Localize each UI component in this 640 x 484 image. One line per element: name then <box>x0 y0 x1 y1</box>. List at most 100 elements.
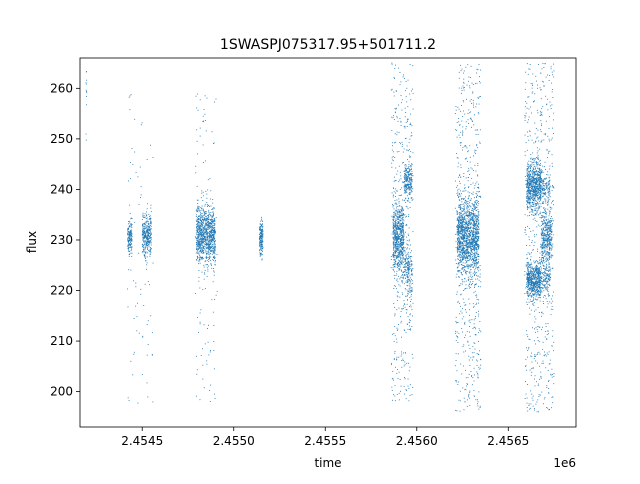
data-point <box>400 260 402 262</box>
data-point <box>528 182 530 184</box>
data-point <box>197 236 199 238</box>
data-point <box>475 234 477 236</box>
data-point <box>471 251 473 253</box>
data-point <box>465 213 467 215</box>
data-point <box>393 221 395 223</box>
data-point <box>535 196 536 198</box>
data-point <box>535 283 537 285</box>
data-point <box>394 266 396 268</box>
data-point <box>530 164 531 166</box>
data-point <box>144 226 146 228</box>
data-point <box>473 260 475 262</box>
data-point <box>460 190 461 192</box>
data-point <box>460 246 462 248</box>
data-point <box>201 228 203 230</box>
data-point <box>196 244 198 246</box>
data-point <box>475 226 477 228</box>
data-point <box>258 238 260 239</box>
data-point <box>476 262 478 264</box>
data-point <box>144 228 146 229</box>
data-point <box>538 190 540 192</box>
data-point <box>261 245 263 247</box>
data-point <box>395 192 396 194</box>
data-point <box>406 177 407 179</box>
data-point <box>406 185 408 187</box>
data-point <box>474 223 476 225</box>
data-point <box>207 268 209 270</box>
data-point <box>410 283 412 285</box>
data-point <box>259 246 261 248</box>
data-point <box>459 212 461 214</box>
data-point <box>395 223 396 225</box>
data-point <box>539 169 541 171</box>
data-point <box>467 226 469 228</box>
data-point <box>466 223 468 225</box>
data-point <box>131 233 133 235</box>
data-point <box>399 239 401 240</box>
data-point <box>475 238 477 240</box>
data-point <box>471 265 473 267</box>
data-point <box>456 231 458 233</box>
data-point <box>205 213 207 215</box>
data-point <box>393 229 395 231</box>
data-point <box>85 96 87 97</box>
data-point <box>202 245 204 247</box>
data-point <box>197 233 199 235</box>
data-point <box>469 246 471 248</box>
data-point <box>144 231 146 232</box>
data-point <box>532 209 533 211</box>
data-point <box>411 171 413 173</box>
data-point <box>460 225 462 227</box>
data-point <box>458 224 460 226</box>
data-point <box>206 257 208 259</box>
data-point <box>459 226 461 228</box>
data-point <box>203 245 205 247</box>
data-point <box>465 234 467 236</box>
data-point <box>459 251 461 253</box>
data-point <box>460 207 462 209</box>
data-point <box>206 223 208 224</box>
data-point <box>527 168 529 170</box>
data-point <box>463 208 465 210</box>
data-point <box>536 194 537 195</box>
data-point <box>464 221 466 223</box>
data-point <box>530 276 532 278</box>
data-point <box>538 179 539 180</box>
data-point <box>129 251 131 253</box>
data-point <box>401 237 403 239</box>
data-point <box>464 228 466 230</box>
data-point <box>211 232 213 233</box>
data-point <box>400 229 402 231</box>
data-point <box>475 260 477 262</box>
data-point <box>468 228 469 230</box>
data-point <box>208 223 210 225</box>
data-point <box>407 253 409 255</box>
data-point <box>398 251 400 253</box>
data-point <box>461 219 463 221</box>
data-point <box>532 285 534 287</box>
data-point <box>464 229 466 231</box>
data-point <box>464 247 466 249</box>
data-point <box>395 215 397 217</box>
data-point <box>536 186 538 188</box>
data-point <box>474 228 476 230</box>
data-point <box>399 245 401 247</box>
data-point <box>478 183 480 185</box>
data-point <box>196 185 198 187</box>
data-point <box>214 248 216 250</box>
data-point <box>393 262 395 264</box>
data-point <box>473 222 475 224</box>
data-point <box>209 222 211 224</box>
data-point <box>400 237 402 238</box>
data-point <box>475 206 477 208</box>
data-point <box>408 280 410 282</box>
data-point <box>131 239 133 241</box>
data-point <box>457 270 459 272</box>
data-point <box>399 250 401 252</box>
data-point <box>475 214 477 216</box>
data-point <box>261 223 263 225</box>
data-point <box>403 264 405 266</box>
data-point <box>402 236 404 238</box>
data-point <box>470 198 472 200</box>
data-point <box>393 249 395 251</box>
